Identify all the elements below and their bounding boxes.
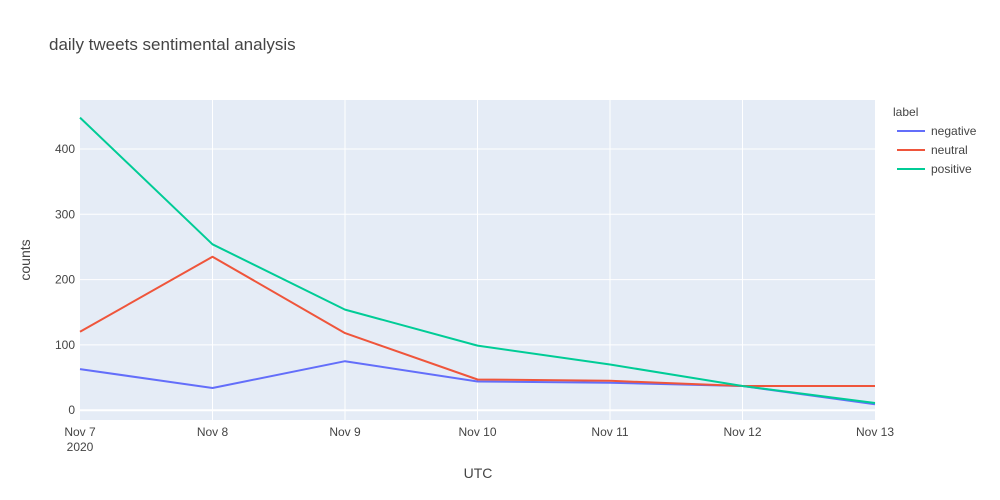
x-tick-label: Nov 11 bbox=[591, 425, 628, 439]
x-tick-label: Nov 13 bbox=[856, 425, 894, 439]
legend-label: neutral bbox=[931, 143, 968, 157]
x-tick-label: Nov 9 bbox=[329, 425, 361, 439]
legend-label: negative bbox=[931, 124, 977, 138]
series-lines bbox=[79, 116, 876, 406]
legend-item-negative[interactable]: negative bbox=[897, 124, 977, 138]
legend: label negative neutral positive bbox=[893, 105, 977, 176]
y-axis-ticks: 0 100 200 300 400 bbox=[55, 142, 75, 417]
legend-item-neutral[interactable]: neutral bbox=[897, 143, 968, 157]
x-axis-title: UTC bbox=[464, 465, 493, 481]
chart-title: daily tweets sentimental analysis bbox=[49, 35, 296, 54]
y-tick-label: 400 bbox=[55, 142, 75, 156]
x-tick-label: Nov 12 bbox=[723, 425, 761, 439]
legend-title: label bbox=[893, 105, 918, 119]
x-tick-year-label: 2020 bbox=[67, 440, 94, 454]
x-axis-ticks: Nov 7 Nov 8 Nov 9 Nov 10 Nov 11 Nov 12 Nov 13 2… bbox=[64, 425, 894, 454]
x-tick-label: Nov 8 bbox=[197, 425, 229, 439]
y-tick-label: 100 bbox=[55, 338, 75, 352]
x-tick-label: Nov 7 bbox=[64, 425, 96, 439]
gridlines bbox=[80, 100, 875, 420]
y-tick-label: 200 bbox=[55, 273, 75, 287]
y-tick-label: 300 bbox=[55, 207, 75, 221]
series-line-positive bbox=[79, 116, 876, 404]
x-tick-label: Nov 10 bbox=[458, 425, 496, 439]
legend-label: positive bbox=[931, 162, 972, 176]
y-tick-label: 0 bbox=[68, 403, 75, 417]
legend-item-positive[interactable]: positive bbox=[897, 162, 972, 176]
y-axis-title: counts bbox=[17, 239, 33, 280]
